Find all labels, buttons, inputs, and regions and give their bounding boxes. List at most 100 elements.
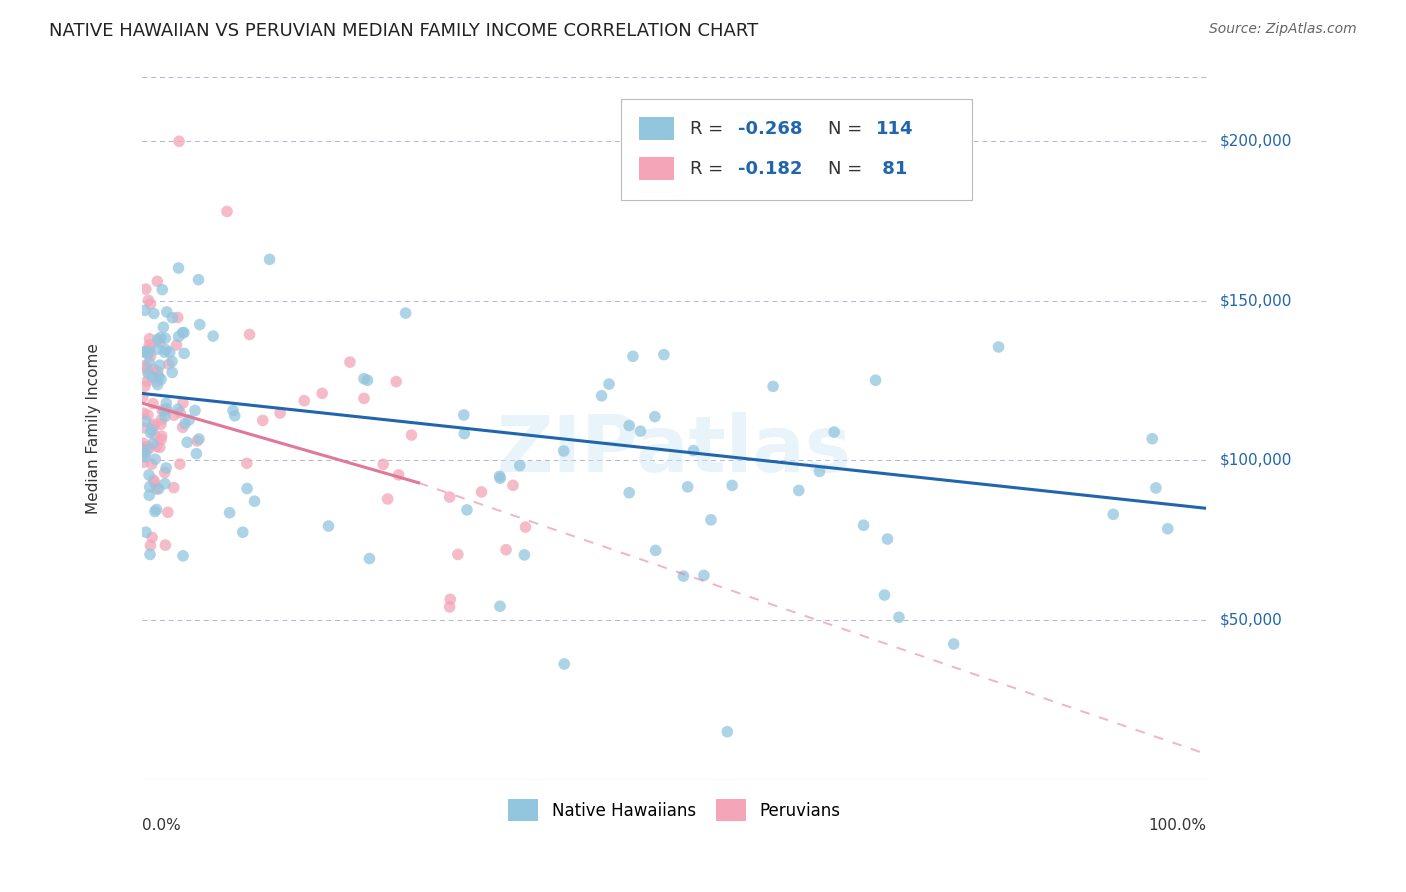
Point — [138, 293, 160, 308]
Point — [401, 428, 423, 442]
Point — [1142, 432, 1164, 446]
Point — [721, 478, 744, 492]
Text: N =: N = — [828, 160, 869, 178]
Point — [252, 413, 274, 427]
Point — [142, 473, 165, 487]
Point — [1102, 508, 1125, 522]
Point — [138, 480, 160, 494]
Point — [153, 404, 176, 418]
Point — [644, 409, 666, 424]
Point — [146, 332, 169, 346]
Point — [166, 338, 188, 352]
Point — [138, 342, 160, 356]
Point — [172, 396, 194, 410]
Point — [138, 345, 160, 359]
Point — [598, 377, 620, 392]
Point — [134, 303, 156, 318]
Point — [143, 419, 166, 434]
Point — [489, 599, 512, 614]
Point — [269, 406, 291, 420]
Point — [186, 434, 208, 448]
Point — [169, 406, 191, 420]
Point — [132, 406, 155, 420]
Point — [762, 379, 785, 393]
Point — [513, 548, 536, 562]
Point — [153, 476, 176, 491]
Point — [148, 369, 170, 384]
Point — [385, 375, 408, 389]
Point — [141, 423, 163, 437]
Point — [173, 346, 195, 360]
Point — [515, 520, 537, 534]
Point — [150, 412, 173, 426]
Point — [439, 592, 461, 607]
Point — [188, 432, 211, 446]
Point — [163, 481, 186, 495]
Point — [184, 403, 207, 417]
Point — [163, 408, 186, 422]
Point — [167, 134, 190, 148]
Point — [148, 482, 170, 496]
Point — [139, 538, 162, 552]
Point — [132, 390, 155, 404]
Point — [150, 372, 173, 386]
Point — [155, 402, 177, 417]
Point — [339, 355, 361, 369]
Point — [188, 318, 211, 332]
Point — [138, 338, 160, 352]
Bar — [638, 117, 673, 140]
Point — [132, 436, 155, 450]
Point — [136, 408, 159, 422]
Point — [132, 421, 155, 435]
Text: R =: R = — [690, 160, 730, 178]
Text: NATIVE HAWAIIAN VS PERUVIAN MEDIAN FAMILY INCOME CORRELATION CHART: NATIVE HAWAIIAN VS PERUVIAN MEDIAN FAMIL… — [49, 22, 758, 40]
Text: ZIPatlas: ZIPatlas — [496, 411, 852, 488]
Point — [787, 483, 810, 498]
Point — [135, 282, 157, 296]
Text: 100.0%: 100.0% — [1149, 818, 1206, 833]
Point — [865, 373, 887, 387]
Point — [153, 466, 176, 480]
Point — [139, 548, 162, 562]
Point — [150, 433, 173, 447]
Point — [136, 347, 159, 361]
Point — [146, 274, 169, 288]
Point — [373, 457, 395, 471]
Point — [359, 551, 381, 566]
Point — [146, 377, 169, 392]
Point — [132, 442, 155, 457]
Point — [356, 373, 378, 387]
Point — [502, 478, 524, 492]
Point — [630, 424, 652, 438]
Point — [136, 374, 159, 388]
Point — [141, 457, 163, 471]
Point — [136, 440, 159, 454]
Legend: Native Hawaiians, Peruvians: Native Hawaiians, Peruvians — [502, 793, 846, 828]
Point — [134, 379, 156, 393]
Point — [150, 403, 173, 417]
Point — [823, 425, 845, 439]
Point — [353, 372, 375, 386]
Point — [453, 408, 475, 422]
Point — [135, 446, 157, 460]
Point — [238, 327, 260, 342]
Point — [157, 357, 180, 371]
Point — [619, 485, 641, 500]
Point — [160, 366, 183, 380]
Point — [682, 443, 704, 458]
Point — [456, 503, 478, 517]
Point — [808, 465, 831, 479]
Point — [155, 461, 177, 475]
Point — [447, 548, 470, 562]
Point — [676, 480, 699, 494]
Point — [644, 543, 666, 558]
Point — [186, 447, 208, 461]
Point — [388, 467, 411, 482]
Point — [142, 436, 165, 450]
Point — [672, 569, 695, 583]
Point — [489, 471, 512, 485]
Point — [987, 340, 1010, 354]
Point — [135, 525, 157, 540]
Point — [488, 469, 510, 483]
Point — [162, 310, 184, 325]
